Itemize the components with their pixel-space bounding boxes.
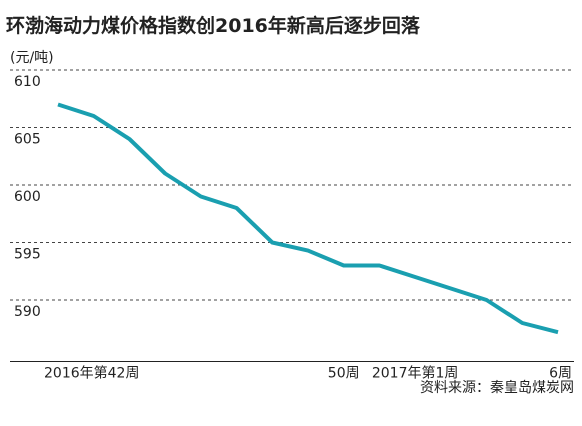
y-axis-label: (元/吨) (10, 50, 54, 66)
y-tick-label: 600 (14, 189, 41, 205)
source: 资料来源：秦皇岛煤炭网 (420, 380, 574, 396)
x-tick-label: 6周 (549, 366, 572, 382)
x-tick-label: 2016年第42周 (44, 365, 139, 382)
x-tick-label: 50周 (328, 366, 360, 382)
y-tick-label: 590 (14, 304, 41, 320)
data-line (57, 102, 559, 335)
y-tick-label: 605 (14, 132, 41, 148)
x-tick-label: 2017年第1周 (372, 365, 459, 382)
y-tick-label: 595 (14, 247, 41, 263)
y-tick-label: 610 (14, 74, 41, 90)
chart-title: 环渤海动力煤价格指数创2016年新高后逐步回落 (6, 14, 421, 37)
